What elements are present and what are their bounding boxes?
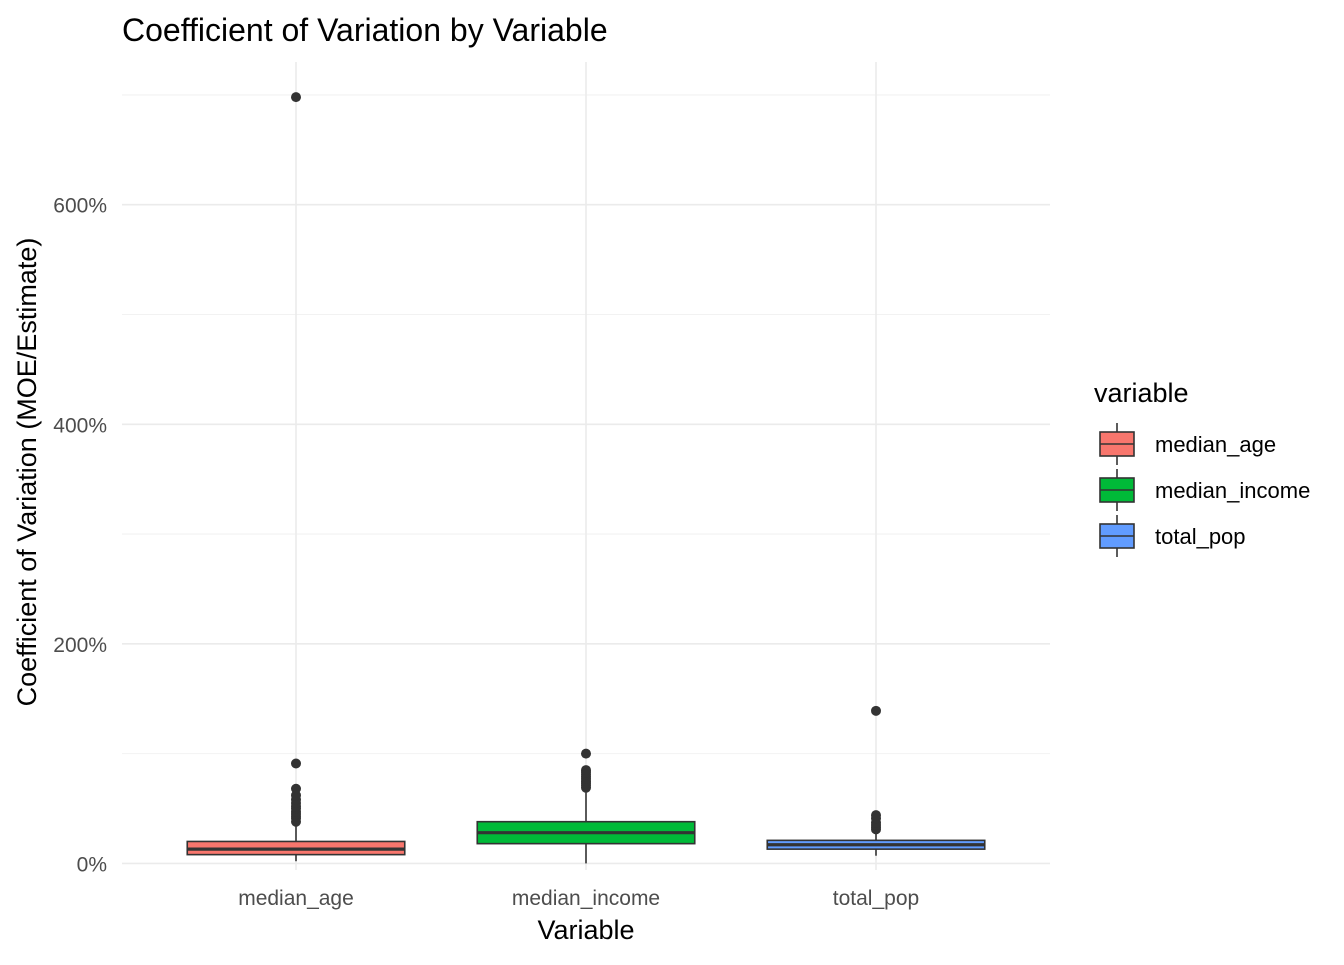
legend-key-total_pop: total_pop <box>1099 515 1246 557</box>
x-tick-label: total_pop <box>833 887 919 910</box>
boxplots <box>186 92 986 864</box>
outlier-point <box>871 810 881 821</box>
legend-keys: median_age median_income total_pop <box>1099 423 1310 557</box>
legend-label: median_age <box>1155 432 1276 457</box>
plot-panel <box>122 62 1050 870</box>
outlier-point <box>291 758 301 769</box>
legend-label: total_pop <box>1155 524 1246 549</box>
major-gridlines-x <box>295 62 877 870</box>
x-axis-title: Variable <box>537 915 634 945</box>
x-tick-label: median_income <box>512 887 660 910</box>
x-axis-tick-labels: median_age median_income total_pop <box>238 887 919 910</box>
legend-label: median_income <box>1155 478 1310 503</box>
boxplot-total_pop <box>766 705 986 856</box>
y-tick-label: 400% <box>53 414 107 437</box>
legend-key-median_income: median_income <box>1099 469 1310 511</box>
x-tick-label: median_age <box>238 887 354 910</box>
y-tick-label: 0% <box>77 853 107 876</box>
legend: variable median_age median_income total_po… <box>1094 378 1310 557</box>
legend-title: variable <box>1094 378 1189 408</box>
y-tick-label: 600% <box>53 195 107 218</box>
outlier-point <box>291 92 301 103</box>
outlier-point <box>871 705 881 716</box>
y-axis-tick-labels: 0% 200% 400% 600% <box>53 195 107 877</box>
outlier-point <box>581 765 591 776</box>
outlier-point <box>581 748 591 759</box>
outlier-point <box>291 783 301 794</box>
y-tick-label: 200% <box>53 634 107 657</box>
y-axis-title: Coefficient of Variation (MOE/Estimate) <box>12 238 42 707</box>
boxplot-median_age <box>186 92 406 862</box>
boxplot-median_income <box>476 748 696 864</box>
chart-title: Coefficient of Variation by Variable <box>122 12 608 48</box>
legend-key-median_age: median_age <box>1099 423 1276 465</box>
